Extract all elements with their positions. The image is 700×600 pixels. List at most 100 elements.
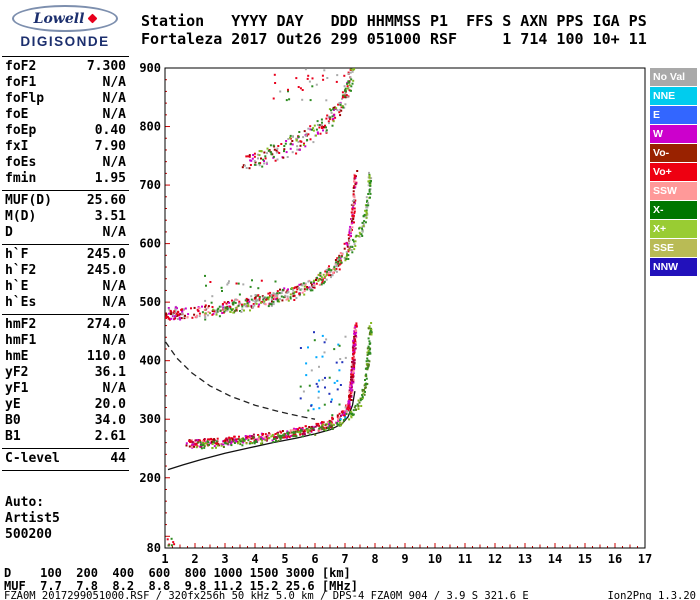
param-label: B1	[5, 429, 21, 444]
param-row: fmin 1.95	[2, 171, 129, 187]
param-value: N/A	[102, 155, 126, 170]
legend-item-vo+: Vo+	[650, 163, 697, 181]
svg-text:16: 16	[608, 552, 622, 566]
muf-row: MUF 7.7 7.8 8.2 8.8 9.8 11.2 15.2 25.6 […	[4, 579, 359, 593]
param-row: hmF2 274.0	[2, 317, 129, 333]
svg-text:15: 15	[578, 552, 592, 566]
param-label: D	[5, 225, 13, 240]
svg-text:9: 9	[401, 552, 408, 566]
dmuf-table: D 100 200 400 600 800 1000 1500 3000 [km…	[4, 567, 358, 593]
param-row: C-level 44	[2, 451, 129, 467]
param-value: 245.0	[86, 263, 126, 278]
param-row: Auto:	[2, 495, 129, 511]
param-row: foFlp N/A	[2, 91, 129, 107]
digisonde-brand-text: DIGISONDE	[20, 34, 110, 49]
param-label: foF1	[5, 75, 37, 90]
param-group: MUF(D) 25.60 M(D) 3.51 D N/A	[2, 190, 129, 244]
true-height-profile	[167, 390, 356, 471]
renderer-version: Ion2Png 1.3.20	[607, 590, 696, 600]
param-label: fmin	[5, 171, 37, 186]
param-value: 1.95	[94, 171, 126, 186]
param-row: fxI 7.90	[2, 139, 129, 155]
echo-status-legend: No Val NNE E W Vo- Vo+ SSW X- X+ SSE NNW	[650, 68, 697, 277]
param-value: 3.51	[94, 209, 126, 224]
header-column-titles: Station YYYY DAY DDD HHMMSS P1 FFS S AXN…	[141, 12, 647, 30]
param-value: N/A	[102, 225, 126, 240]
param-value: 25.60	[86, 193, 126, 208]
svg-text:12: 12	[488, 552, 502, 566]
param-label: h`E	[5, 279, 29, 294]
distance-row: D 100 200 400 600 800 1000 1500 3000 [km…	[4, 566, 351, 580]
param-row: h`E N/A	[2, 279, 129, 295]
param-value: 7.300	[86, 59, 126, 74]
param-value: 245.0	[86, 247, 126, 262]
param-group: foF2 7.300 foF1 N/A foFlp N/A foE N/A foEp 0.40 fx…	[2, 56, 129, 190]
param-label: foEs	[5, 155, 37, 170]
legend-item-e: E	[650, 106, 697, 124]
svg-text:300: 300	[139, 412, 161, 426]
param-row: foE N/A	[2, 107, 129, 123]
y-axis: 900 800 700 600 500 400 300 200 80	[139, 61, 170, 555]
param-label: yF1	[5, 381, 29, 396]
lowell-digisonde-logo: Lowell DIGISONDE	[8, 5, 122, 49]
param-label: hmF1	[5, 333, 37, 348]
param-value: 44	[110, 451, 126, 466]
svg-text:5: 5	[281, 552, 288, 566]
plot-frame	[164, 67, 646, 549]
param-group: hmF2 274.0 hmF1 N/A hmE 110.0 yF2 36.1 yF1 N/A yE 2…	[2, 314, 129, 448]
param-row: Artist5	[2, 511, 129, 527]
legend-item-ssw: SSW	[650, 182, 697, 200]
svg-text:800: 800	[139, 120, 161, 134]
param-value: N/A	[102, 107, 126, 122]
param-value: N/A	[102, 333, 126, 348]
param-group: Auto: Artist5 500200	[2, 493, 129, 546]
lowell-logo-oval: Lowell	[12, 5, 118, 32]
overlay-lines	[165, 341, 356, 471]
param-row: h`Es N/A	[2, 295, 129, 311]
param-value: N/A	[102, 279, 126, 294]
noise-points	[165, 68, 349, 547]
svg-text:200: 200	[139, 471, 161, 485]
param-label: foF2	[5, 59, 37, 74]
param-row: h`F 245.0	[2, 247, 129, 263]
param-label: foFlp	[5, 91, 45, 106]
param-row: foF1 N/A	[2, 75, 129, 91]
param-value: N/A	[102, 75, 126, 90]
param-row: D N/A	[2, 225, 129, 241]
param-value: 20.0	[94, 397, 126, 412]
legend-item-w: W	[650, 125, 697, 143]
param-value: N/A	[102, 295, 126, 310]
header-station-values: Fortaleza 2017 Out26 299 051000 RSF 1 71…	[141, 30, 647, 48]
param-label: B0	[5, 413, 21, 428]
muf-transmission-curve	[165, 341, 316, 420]
x-axis: 1 2 3 4 5 6 7 8 9 10 11 12 13 14 15 16 17	[161, 543, 652, 566]
svg-text:7: 7	[341, 552, 348, 566]
svg-text:10: 10	[428, 552, 442, 566]
svg-text:80: 80	[147, 541, 161, 555]
param-row: 500200	[2, 527, 129, 543]
svg-text:600: 600	[139, 237, 161, 251]
legend-item-x+: X+	[650, 220, 697, 238]
param-row: yF2 36.1	[2, 365, 129, 381]
param-row: MUF(D) 25.60	[2, 193, 129, 209]
svg-text:11: 11	[458, 552, 472, 566]
svg-text:500: 500	[139, 295, 161, 309]
param-row: h`F2 245.0	[2, 263, 129, 279]
param-group: C-level 44	[2, 448, 129, 471]
param-label: Artist5	[5, 511, 60, 526]
param-value: 0.40	[94, 123, 126, 138]
svg-text:8: 8	[371, 552, 378, 566]
echo-trace-points	[185, 68, 373, 450]
svg-text:17: 17	[638, 552, 652, 566]
svg-text:2: 2	[191, 552, 198, 566]
param-label: C-level	[5, 451, 60, 466]
param-row: hmE 110.0	[2, 349, 129, 365]
svg-text:1: 1	[161, 552, 168, 566]
status-bar: FZA0M_2017299051000.RSF / 320fx256h 50 k…	[4, 590, 696, 600]
svg-text:6: 6	[311, 552, 318, 566]
param-row: foEp 0.40	[2, 123, 129, 139]
param-label: M(D)	[5, 209, 37, 224]
legend-item-x-: X-	[650, 201, 697, 219]
